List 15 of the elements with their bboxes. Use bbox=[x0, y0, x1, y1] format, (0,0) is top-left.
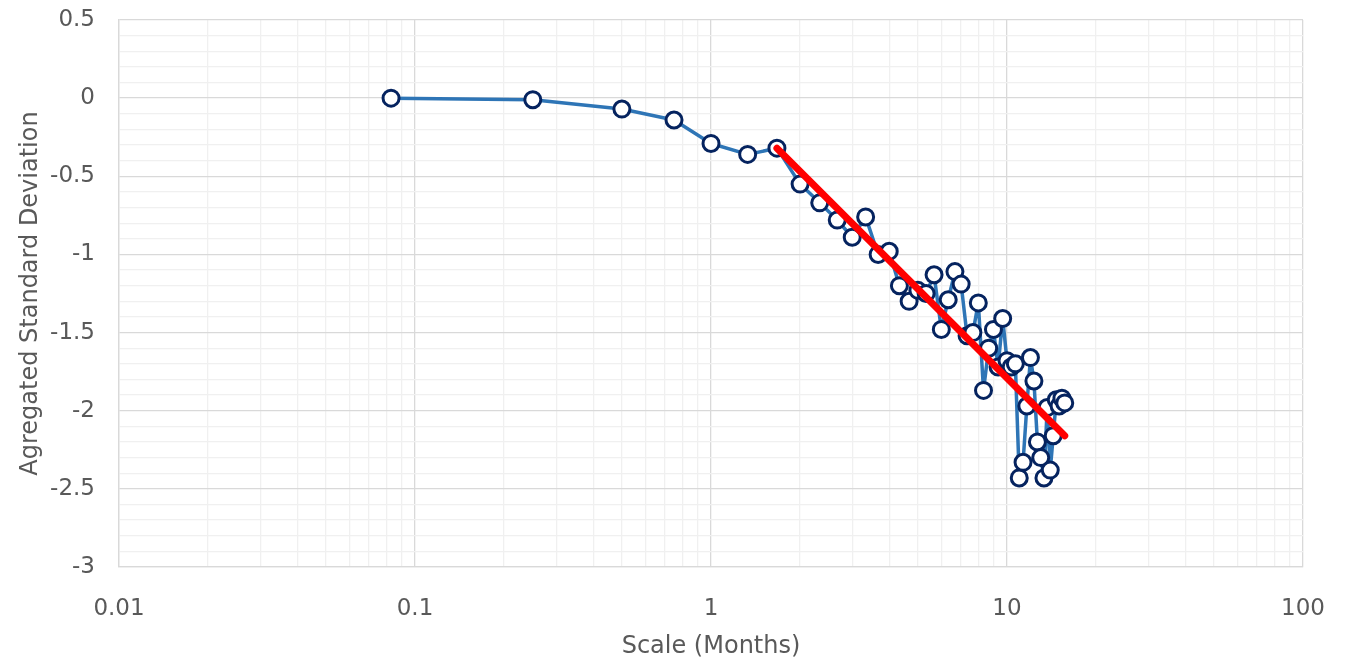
x-axis-title: Scale (Months) bbox=[621, 630, 801, 659]
y-tick-label: -1.5 bbox=[50, 317, 95, 344]
y-tick-label: -1 bbox=[72, 239, 95, 266]
x-tick-label: 0.1 bbox=[396, 593, 434, 620]
y-tick-label: 0 bbox=[80, 83, 95, 110]
y-tick-label: -3 bbox=[72, 551, 95, 578]
x-tick-label: 100 bbox=[1281, 593, 1325, 620]
y-tick-label: -2.5 bbox=[50, 473, 95, 500]
y-tick-label: -2 bbox=[72, 395, 95, 422]
x-tick-label: 10 bbox=[992, 593, 1022, 620]
x-tick-label: 1 bbox=[703, 593, 719, 620]
y-tick-label: -0.5 bbox=[50, 161, 95, 188]
x-tick-label: 0.01 bbox=[93, 593, 145, 620]
y-tick-label: 0.5 bbox=[58, 4, 95, 31]
y-axis-title: Agregated Standard Deviation bbox=[14, 111, 43, 476]
